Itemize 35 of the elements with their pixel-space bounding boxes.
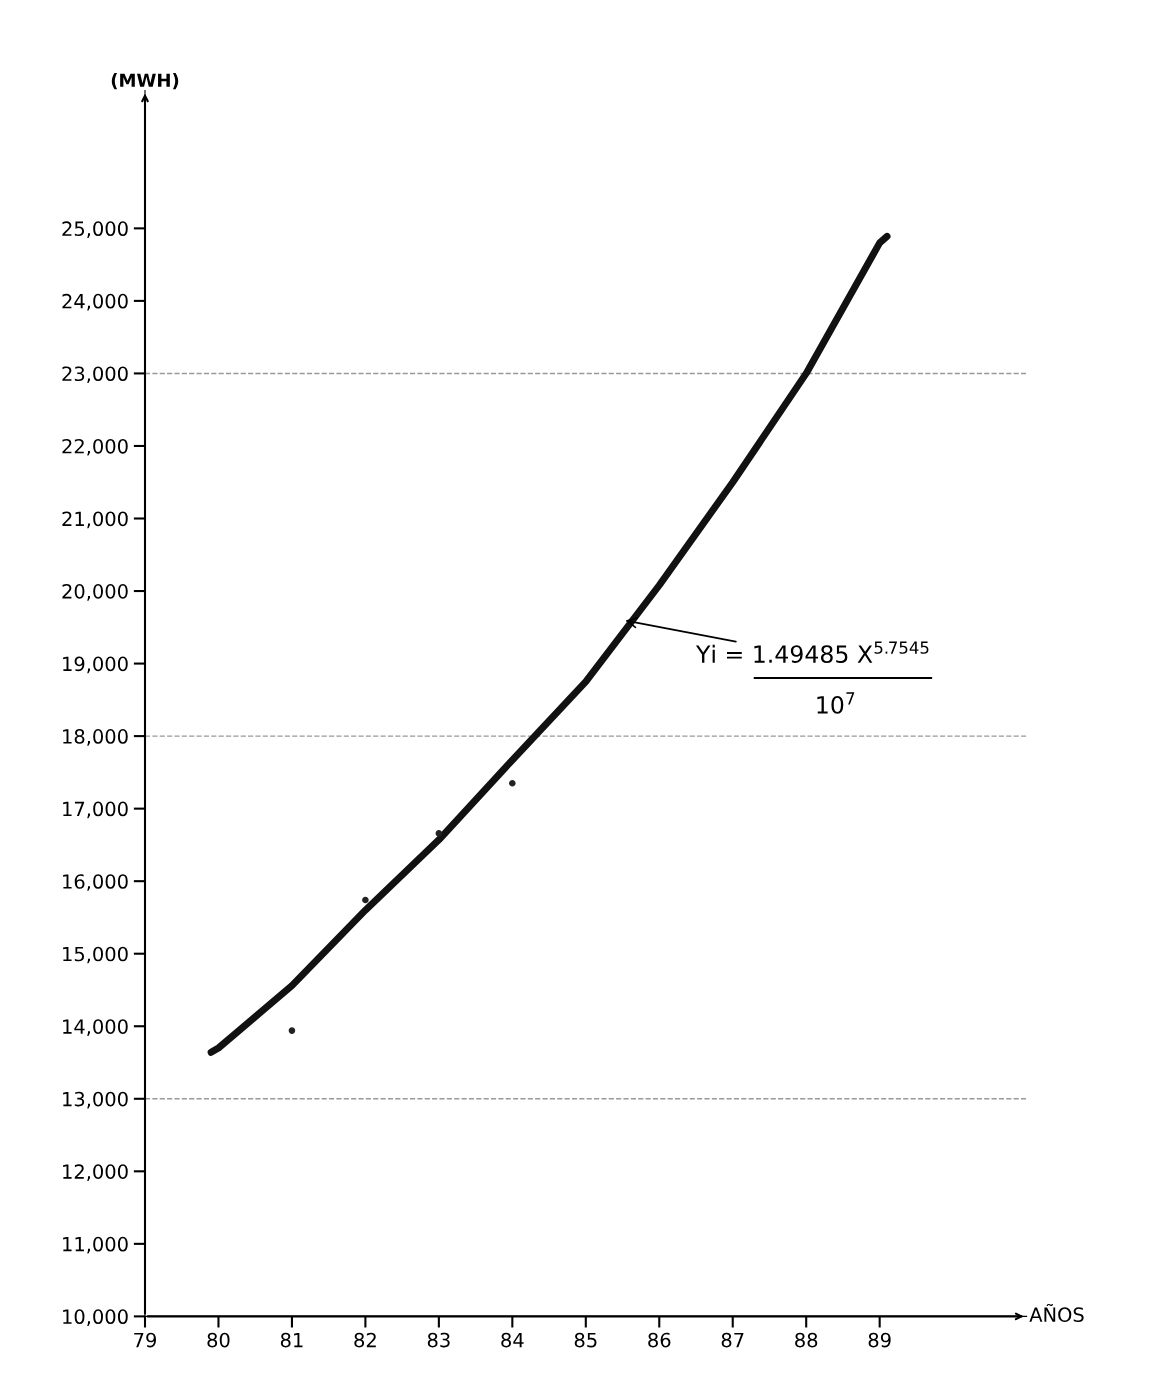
x-tick-label: 88: [795, 1332, 818, 1348]
y-tick-label: 19,000: [63, 656, 128, 674]
y-tick-label: 21,000: [62, 511, 128, 529]
y-tick-label: 11,000: [63, 1236, 128, 1254]
y-tick-label: 13,000: [63, 1091, 128, 1109]
y-tick-label: 10,000: [63, 1309, 128, 1327]
x-tick-label: 82: [354, 1332, 376, 1348]
y-tick-label: 24,000: [62, 293, 128, 311]
point: [362, 896, 369, 904]
y-axis-title: (MWH): [111, 73, 179, 90]
x-tick-label: 81: [280, 1332, 303, 1348]
x-tick-label: 89: [868, 1332, 891, 1348]
point: [509, 779, 516, 787]
point: [288, 1027, 296, 1034]
y-tick-label: 20,000: [62, 583, 128, 601]
y-tick-label: 16,000: [63, 874, 128, 891]
x-tick-label: 79: [134, 1332, 156, 1348]
point: [435, 830, 443, 837]
x-axis-title: AÑOS: [1029, 1303, 1084, 1323]
annotation: Yi = 1.49485 X$^{5.7545}$: [695, 641, 929, 664]
y-tick-label: 12,000: [63, 1164, 128, 1181]
y-tick-label: 14,000: [63, 1019, 128, 1036]
y-tick-label: 25,000: [62, 221, 128, 239]
x-tick-label: 85: [574, 1332, 597, 1348]
y-tick-label: 22,000: [62, 438, 128, 456]
x-tick-label: 80: [207, 1332, 230, 1348]
x-tick-label: 86: [648, 1332, 671, 1348]
y-tick-label: 17,000: [63, 801, 128, 819]
x-tick-label: 83: [427, 1332, 450, 1348]
annotation: 10$^{7}$: [817, 692, 855, 714]
y-tick-label: 15,000: [63, 946, 128, 964]
x-tick-label: 87: [721, 1332, 744, 1348]
y-tick-label: 23,000: [62, 366, 128, 384]
x-tick-label: 84: [501, 1332, 524, 1348]
y-tick-label: 18,000: [63, 729, 128, 746]
